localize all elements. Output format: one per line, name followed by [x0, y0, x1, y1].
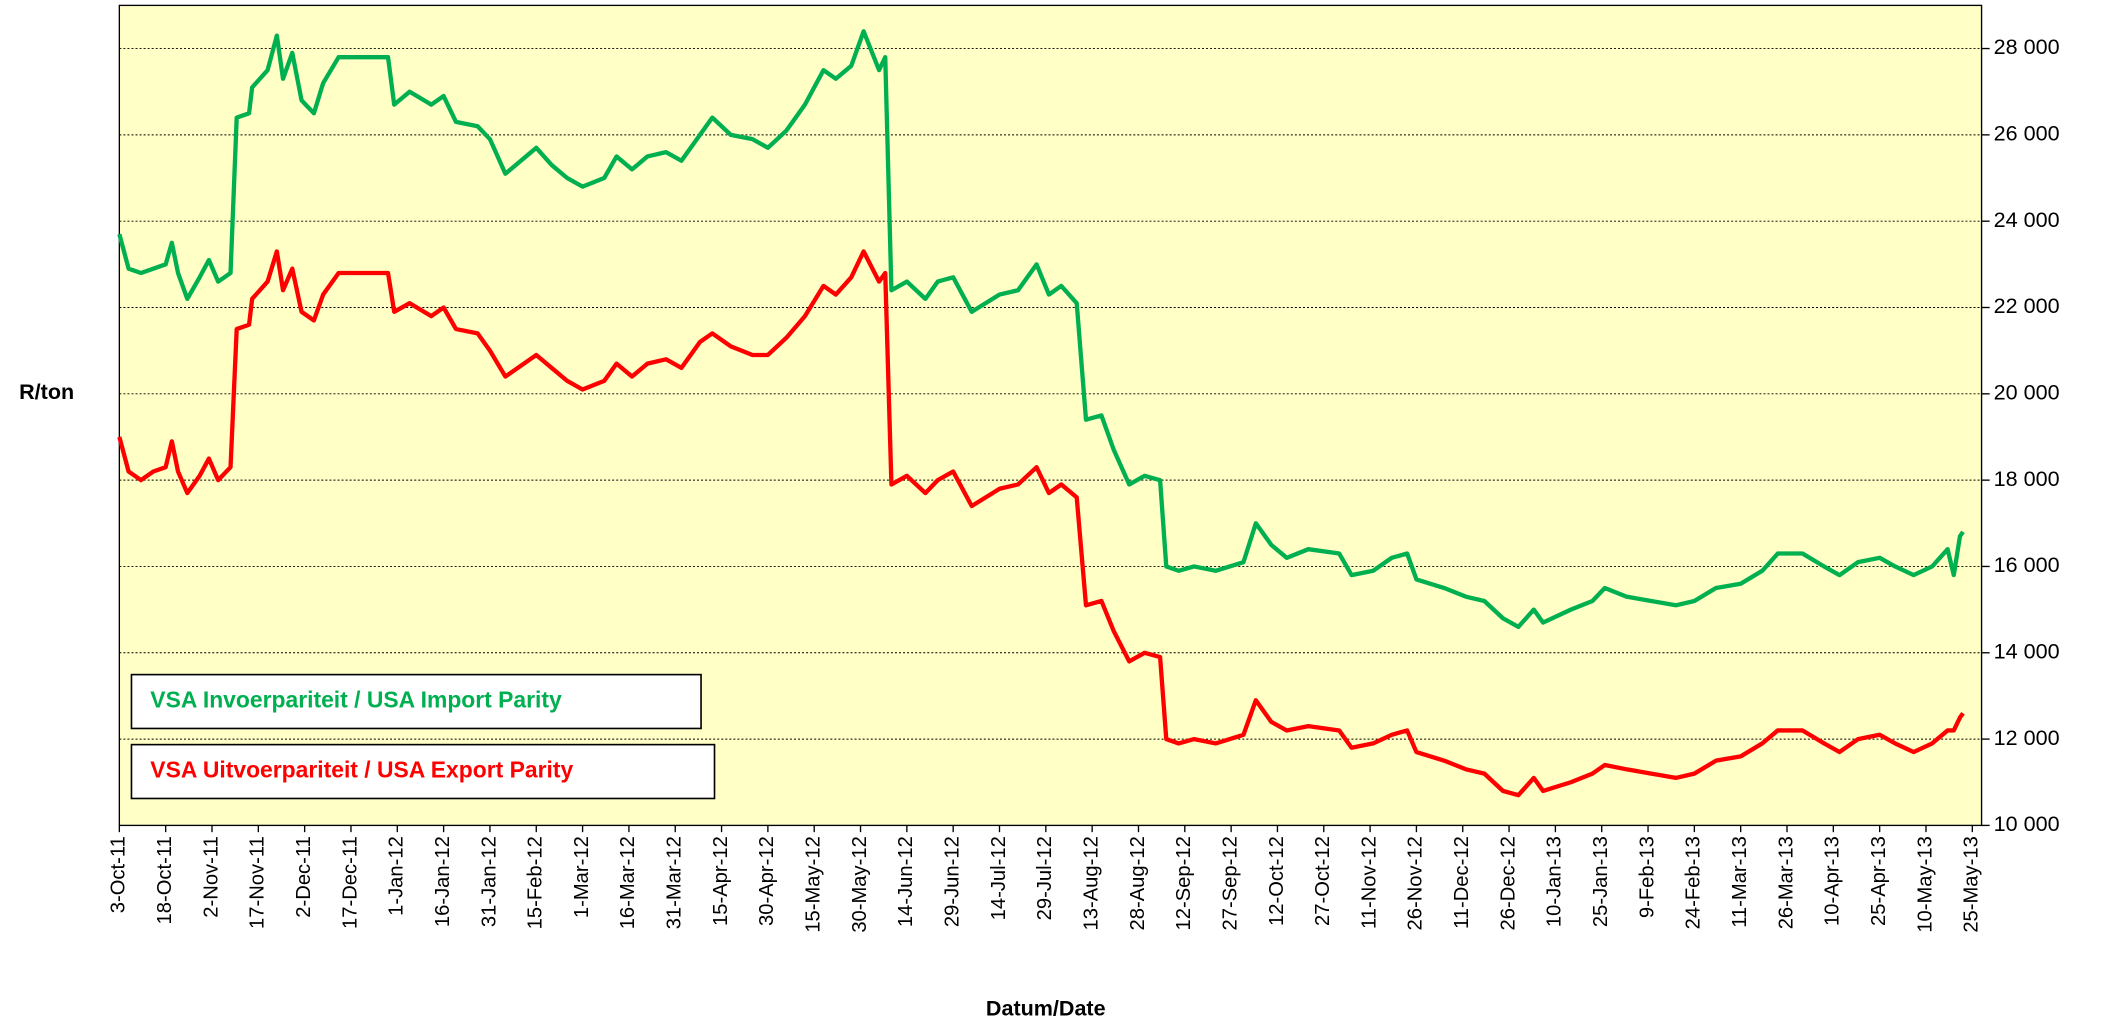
y-tick-label: 26 000: [1994, 122, 2060, 146]
x-tick-label: 1-Mar-12: [571, 836, 593, 918]
x-tick-label: 17-Nov-11: [247, 836, 269, 929]
x-tick-label: 30-Apr-12: [756, 836, 778, 926]
x-tick-label: 25-Jan-13: [1590, 836, 1612, 927]
x-tick-label: 14-Jul-12: [988, 836, 1010, 920]
x-tick-label: 16-Jan-12: [432, 836, 454, 927]
x-axis-label: Datum/Date: [986, 997, 1106, 1021]
x-tick-label: 15-Apr-12: [710, 836, 732, 926]
x-tick-label: 2-Nov-11: [200, 836, 222, 918]
legend-box: [130, 743, 716, 800]
y-tick-label: 22 000: [1994, 294, 2060, 318]
legend-label: VSA Uitvoerpariteit / USA Export Parity: [150, 757, 573, 783]
x-tick-label: 17-Dec-11: [339, 836, 361, 929]
x-tick-label: 11-Mar-13: [1729, 836, 1751, 928]
y-tick-label: 24 000: [1994, 208, 2060, 232]
x-tick-label: 2-Dec-11: [293, 836, 315, 918]
y-tick-label: 20 000: [1994, 381, 2060, 405]
legend-item: VSA Invoerpariteit / USA Import Parity: [130, 673, 702, 730]
x-tick-label: 25-May-13: [1961, 836, 1983, 932]
x-tick-label: 18-Oct-11: [154, 836, 176, 924]
x-tick-label: 26-Nov-12: [1405, 836, 1427, 930]
x-tick-label: 25-Apr-13: [1868, 836, 1890, 926]
legend-box: [130, 673, 702, 730]
x-tick-label: 3-Oct-11: [108, 836, 130, 913]
x-tick-label: 26-Dec-12: [1497, 836, 1519, 930]
x-tick-label: 29-Jul-12: [1034, 836, 1056, 920]
plot-border: [118, 4, 1983, 827]
x-tick-label: 27-Oct-12: [1312, 836, 1334, 926]
x-tick-label: 31-Jan-12: [478, 836, 500, 927]
legend-label: VSA Invoerpariteit / USA Import Parity: [150, 687, 562, 713]
x-tick-label: 10-Jan-13: [1544, 836, 1566, 927]
x-tick-label: 12-Oct-12: [1266, 836, 1288, 926]
x-tick-label: 13-Aug-12: [1080, 836, 1102, 930]
x-tick-label: 11-Dec-12: [1451, 836, 1473, 929]
y-tick-label: 10 000: [1994, 812, 2060, 836]
x-tick-label: 10-May-13: [1914, 836, 1936, 932]
y-tick-label: 28 000: [1994, 35, 2060, 59]
y-tick-label: 16 000: [1994, 553, 2060, 577]
x-tick-label: 30-May-12: [849, 836, 871, 932]
x-tick-label: 15-May-12: [803, 836, 825, 932]
data-line: [117, 29, 1965, 630]
x-tick-label: 12-Sep-12: [1173, 836, 1195, 930]
y-tick-label: 18 000: [1994, 467, 2060, 491]
x-tick-label: 24-Feb-13: [1683, 836, 1705, 929]
x-tick-label: 9-Feb-13: [1636, 836, 1658, 918]
x-tick-label: 16-Mar-12: [617, 836, 639, 929]
legend-item: VSA Uitvoerpariteit / USA Export Parity: [130, 743, 716, 800]
x-tick-label: 27-Sep-12: [1219, 836, 1241, 930]
x-tick-label: 31-Mar-12: [664, 836, 686, 929]
x-tick-label: 14-Jun-12: [895, 836, 917, 927]
x-tick-label: 28-Aug-12: [1127, 836, 1149, 930]
x-tick-label: 1-Jan-12: [386, 836, 408, 916]
y-tick-label: 14 000: [1994, 639, 2060, 663]
x-tick-label: 11-Nov-12: [1358, 836, 1380, 929]
y-tick-label: 12 000: [1994, 726, 2060, 750]
y-axis-label: R/ton: [19, 380, 74, 404]
x-tick-label: 15-Feb-12: [525, 836, 547, 929]
x-tick-label: 29-Jun-12: [942, 836, 964, 927]
x-tick-label: 26-Mar-13: [1775, 836, 1797, 929]
x-tick-label: 10-Apr-13: [1822, 836, 1844, 926]
data-line: [117, 249, 1965, 798]
